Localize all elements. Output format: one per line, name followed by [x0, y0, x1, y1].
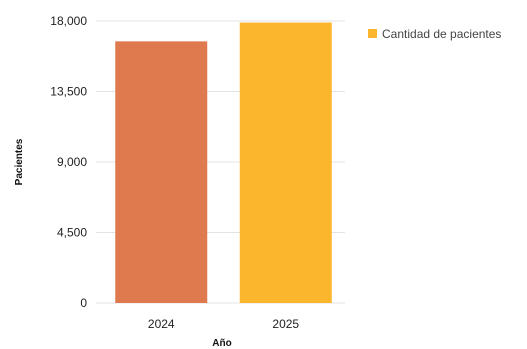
bar-2024	[115, 41, 208, 303]
y-tick-label: 4,500	[57, 226, 87, 240]
bars	[115, 22, 332, 304]
y-tick-label: 9,000	[57, 155, 87, 169]
y-axis-title: Pacientes	[14, 138, 25, 185]
x-axis-title: Año	[212, 338, 231, 349]
legend-swatch	[368, 29, 377, 38]
x-tick-label: 2025	[272, 317, 299, 331]
y-tick-label: 18,000	[50, 14, 87, 28]
x-tick-label: 2024	[148, 317, 175, 331]
x-axis-ticks: 2024 2025	[148, 317, 300, 331]
legend-label: Cantidad de pacientes	[382, 27, 501, 41]
y-tick-label: 0	[80, 296, 87, 310]
y-tick-label: 13,500	[50, 85, 87, 99]
bar-2025	[239, 22, 332, 304]
legend: Cantidad de pacientes	[368, 27, 501, 41]
y-axis-ticks: 18,000 13,500 9,000 4,500 0	[50, 14, 87, 310]
